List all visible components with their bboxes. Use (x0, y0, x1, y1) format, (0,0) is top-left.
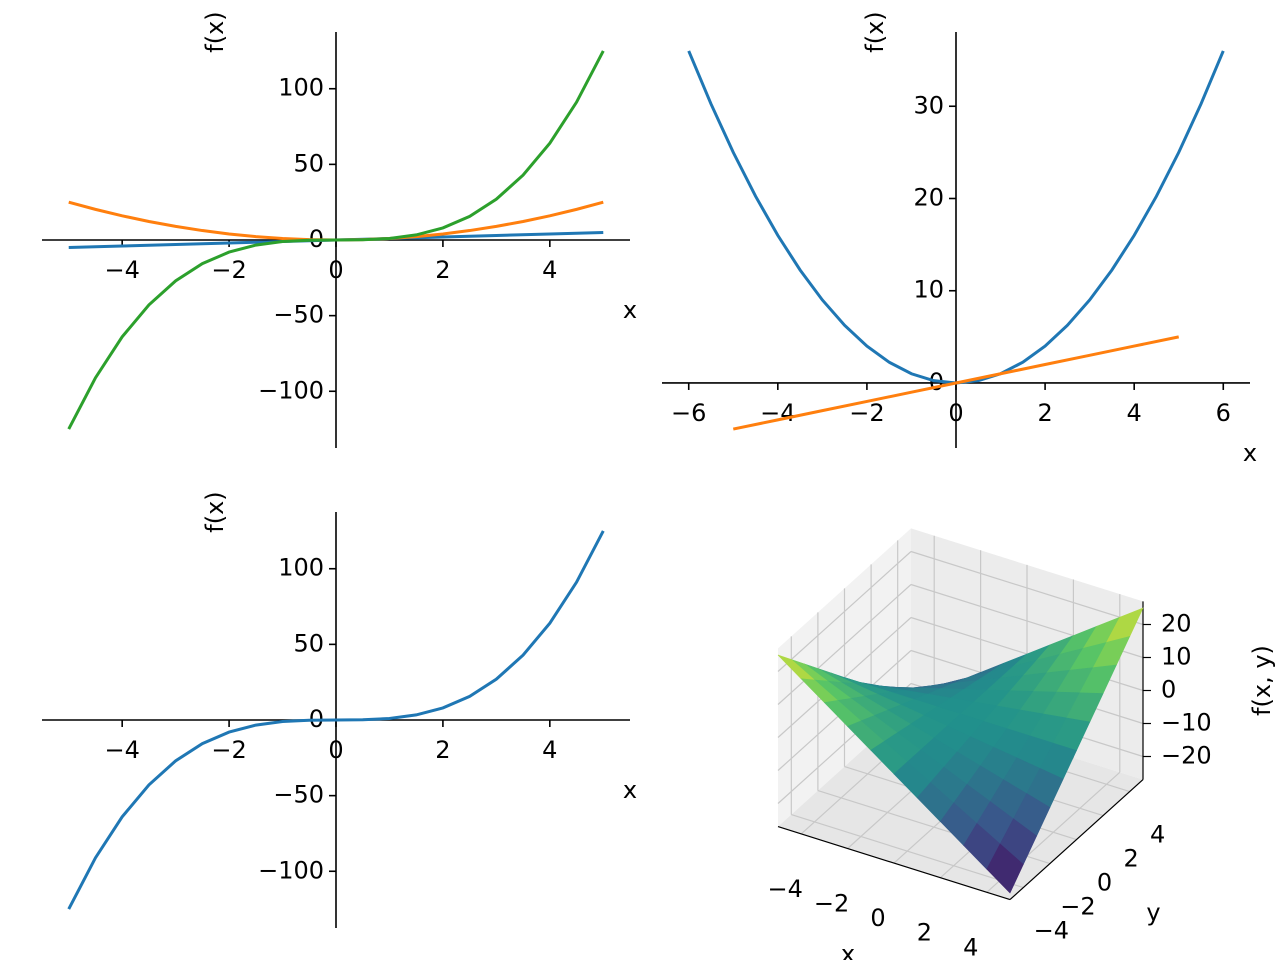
grid-line (791, 814, 1024, 889)
y-axis-label: f(x) (201, 491, 229, 532)
y-tick-label: −4 (1034, 917, 1069, 945)
y-axis-line (1009, 779, 1144, 901)
x-axis-label: x (841, 940, 855, 960)
y-axis-label: f(x) (201, 11, 229, 52)
y-tick-label: 20 (913, 183, 944, 211)
x-tick-label: 6 (1216, 399, 1231, 427)
z-tick-label: 20 (1161, 610, 1192, 638)
x-axis-label: x (1243, 439, 1257, 467)
line-series (67, 530, 605, 910)
x-tick-label: 0 (328, 736, 343, 764)
y-axis-label: f(x) (861, 11, 889, 52)
x-tick-label: −4 (104, 256, 139, 284)
grid-line (777, 584, 912, 705)
z-tick-label: −10 (1161, 709, 1212, 737)
y-tick-label: 50 (293, 149, 324, 177)
x-tick-label: 2 (1037, 399, 1052, 427)
y-tick-label: 100 (278, 554, 324, 582)
y-axis-label: y (1146, 899, 1160, 927)
line-series (67, 50, 605, 430)
z-axis-label: f(x, y) (1248, 645, 1276, 716)
y-tick-label: −50 (273, 301, 324, 329)
x-tick-label: 2 (435, 256, 450, 284)
x-tick-label: 0 (948, 399, 963, 427)
z-tick-label: −20 (1161, 742, 1212, 770)
x-tick-label: 4 (542, 256, 557, 284)
x-tick-label: 2 (917, 919, 932, 947)
x-tick-label: 4 (1127, 399, 1142, 427)
x-tick-label: −2 (211, 256, 246, 284)
x-axis-line (777, 826, 1011, 901)
x-tick-label: −4 (104, 736, 139, 764)
y-tick-label: −50 (273, 781, 324, 809)
x-axis-label: x (623, 296, 637, 324)
z-tick-label: 0 (1161, 676, 1176, 704)
y-tick-label: −100 (258, 376, 324, 404)
y-tick-label: 10 (913, 276, 944, 304)
x-tick-label: 4 (963, 933, 978, 960)
x-tick-label: −4 (768, 875, 803, 903)
y-tick-label: 50 (293, 629, 324, 657)
y-tick-label: 4 (1150, 821, 1165, 849)
y-tick-label: 2 (1123, 845, 1138, 873)
x-tick-label: −6 (671, 399, 706, 427)
surface-patch (986, 843, 1024, 894)
x-tick-label: −2 (211, 736, 246, 764)
y-tick-label: 30 (913, 91, 944, 119)
line-series (732, 335, 1180, 431)
y-tick-label: 100 (278, 74, 324, 102)
x-tick-label: 0 (870, 904, 885, 932)
x-tick-label: 2 (435, 736, 450, 764)
z-tick-label: 10 (1161, 643, 1192, 671)
grid-line (910, 550, 1144, 626)
y-tick-label: −100 (258, 856, 324, 884)
y-tick-label: 0 (1097, 869, 1112, 897)
x-tick-label: 4 (542, 736, 557, 764)
x-tick-label: 0 (328, 256, 343, 284)
x-axis-label: x (623, 776, 637, 804)
x-tick-label: −2 (814, 890, 849, 918)
grid-line (777, 551, 912, 672)
y-tick-label: −2 (1060, 893, 1095, 921)
